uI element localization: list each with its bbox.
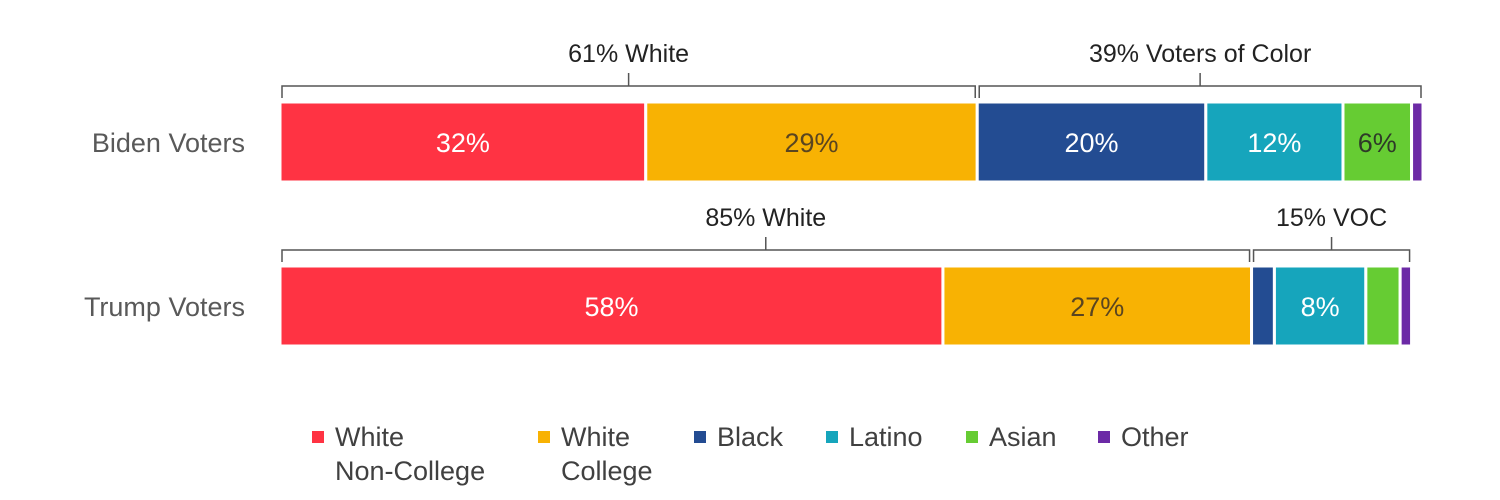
chart-rows: Biden Voters 32% 29% 20% 12% 6% 61% White 39% V… <box>84 40 1425 348</box>
legend-swatch <box>826 431 838 443</box>
data-label: 29% <box>784 128 838 158</box>
category-label: Biden Voters <box>92 128 245 158</box>
bar-segment-white-non-college <box>278 264 945 348</box>
legend-swatch <box>312 431 324 443</box>
bar-segment-asian <box>1364 264 1402 348</box>
data-label: 8% <box>1301 292 1340 322</box>
legend-label: White <box>561 422 630 452</box>
legend-item-white-non-college: White Non-College <box>312 422 485 486</box>
bar-segment-black <box>1250 264 1276 348</box>
legend-swatch <box>966 431 978 443</box>
legend-swatch <box>694 431 706 443</box>
data-label: 27% <box>1070 292 1124 322</box>
legend-label: Other <box>1121 422 1189 452</box>
legend-item-asian: Asian <box>966 422 1057 452</box>
data-label: 20% <box>1065 128 1119 158</box>
data-label: 58% <box>584 292 638 322</box>
bar-segment-white-college <box>644 100 979 184</box>
bar-row-trump-voters: Trump Voters 58% 27% 8% 85% White 15% VOC <box>84 204 1414 348</box>
bar-row-biden-voters: Biden Voters 32% 29% 20% 12% 6% 61% White 39% V… <box>92 40 1425 184</box>
legend: White Non-College White College Black Latino A… <box>312 422 1189 486</box>
data-label: 6% <box>1358 128 1397 158</box>
legend-item-white-college: White College <box>538 422 653 486</box>
legend-label: Asian <box>989 422 1057 452</box>
bracket-label: 15% VOC <box>1276 204 1387 232</box>
legend-swatch <box>1098 431 1110 443</box>
legend-item-other: Other <box>1098 422 1189 452</box>
bar-segment-white-non-college <box>278 100 648 184</box>
data-label: 12% <box>1247 128 1301 158</box>
bracket-line <box>281 237 1251 262</box>
legend-label: College <box>561 456 653 486</box>
legend-item-black: Black <box>694 422 784 452</box>
category-label: Trump Voters <box>84 292 245 322</box>
legend-item-latino: Latino <box>826 422 923 452</box>
legend-label: White <box>335 422 404 452</box>
legend-label: Non-College <box>335 456 485 486</box>
data-label: 32% <box>436 128 490 158</box>
legend-swatch <box>538 431 550 443</box>
bracket-line <box>281 73 976 98</box>
bar-segment-other <box>1410 100 1425 184</box>
bar-segment-white-college <box>941 264 1254 348</box>
legend-label: Latino <box>849 422 923 452</box>
bar-segment-asian <box>1341 100 1414 184</box>
bar-segment-black <box>975 100 1208 184</box>
bar-segment-other <box>1398 264 1414 348</box>
bracket-line <box>978 73 1422 98</box>
legend-label: Black <box>717 422 784 452</box>
bar-segment-latino <box>1272 264 1368 348</box>
bracket-line <box>1252 237 1411 262</box>
bracket-label: 61% White <box>568 40 689 68</box>
bracket-label: 85% White <box>705 204 826 232</box>
bracket-label: 39% Voters of Color <box>1089 40 1311 68</box>
